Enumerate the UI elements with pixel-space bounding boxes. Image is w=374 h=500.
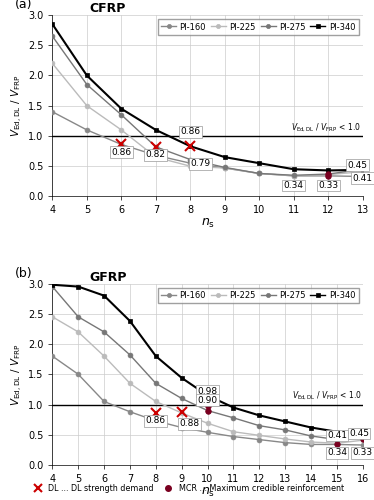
Text: $V_\mathrm{Ed,DL}\ /\ V_\mathrm{FRP}$ < 1.0: $V_\mathrm{Ed,DL}\ /\ V_\mathrm{FRP}$ < … xyxy=(291,122,361,134)
Text: GFRP: GFRP xyxy=(90,270,127,283)
X-axis label: $n_\mathrm{s}$: $n_\mathrm{s}$ xyxy=(200,486,215,498)
Legend: DL ... DL strength demand, MCR ... Maximum credible reinforcement: DL ... DL strength demand, MCR ... Maxim… xyxy=(27,480,347,496)
Text: $V_\mathrm{Ed,DL}\ /\ V_\mathrm{FRP}$ < 1.0: $V_\mathrm{Ed,DL}\ /\ V_\mathrm{FRP}$ < … xyxy=(292,390,362,402)
Text: (a): (a) xyxy=(15,0,33,12)
Text: 0.90: 0.90 xyxy=(197,396,218,405)
Legend: PI-160, PI-225, PI-275, PI-340: PI-160, PI-225, PI-275, PI-340 xyxy=(158,19,359,35)
Text: 0.82: 0.82 xyxy=(146,150,166,159)
Text: 0.88: 0.88 xyxy=(180,420,199,428)
Text: 0.33: 0.33 xyxy=(318,181,338,190)
Text: 0.45: 0.45 xyxy=(347,160,368,170)
Text: 0.86: 0.86 xyxy=(180,127,200,136)
Y-axis label: $V_\mathrm{Ed,DL}\ /\ V_\mathrm{FRP}$: $V_\mathrm{Ed,DL}\ /\ V_\mathrm{FRP}$ xyxy=(10,74,25,137)
Text: 0.33: 0.33 xyxy=(353,448,373,458)
Text: 0.34: 0.34 xyxy=(327,448,347,458)
Text: 0.79: 0.79 xyxy=(191,160,211,168)
Text: 0.45: 0.45 xyxy=(349,429,369,438)
Text: 0.41: 0.41 xyxy=(327,431,347,440)
Text: 0.98: 0.98 xyxy=(197,386,218,396)
Text: (b): (b) xyxy=(15,267,33,280)
Text: 0.41: 0.41 xyxy=(353,174,373,183)
Y-axis label: $V_\mathrm{Ed,DL}\ /\ V_\mathrm{FRP}$: $V_\mathrm{Ed,DL}\ /\ V_\mathrm{FRP}$ xyxy=(10,343,25,406)
Text: 0.34: 0.34 xyxy=(284,181,304,190)
Legend: PI-160, PI-225, PI-275, PI-340: PI-160, PI-225, PI-275, PI-340 xyxy=(158,288,359,304)
Text: CFRP: CFRP xyxy=(90,2,126,15)
Text: 0.86: 0.86 xyxy=(111,148,131,157)
X-axis label: $n_\mathrm{s}$: $n_\mathrm{s}$ xyxy=(200,217,215,230)
Text: 0.86: 0.86 xyxy=(146,416,166,426)
